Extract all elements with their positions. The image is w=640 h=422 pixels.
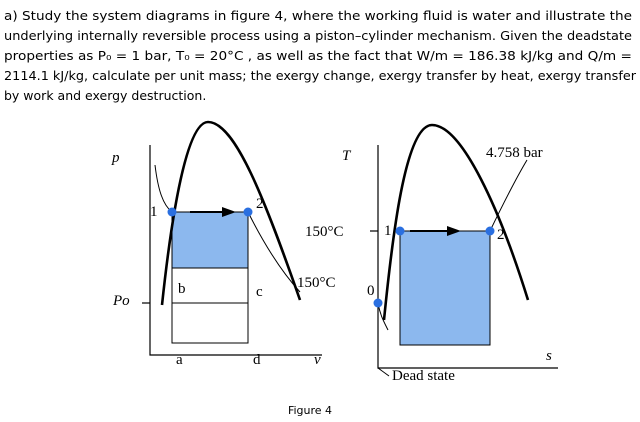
state-label: d xyxy=(253,352,261,368)
question-line: 2114.1 kJ/kg, calculate per unit mass; t… xyxy=(4,68,637,83)
state-point xyxy=(395,226,405,236)
heat-area xyxy=(399,230,491,346)
leader xyxy=(377,367,390,377)
state-point xyxy=(373,298,383,308)
dead-state-label: Dead state xyxy=(392,368,455,384)
arrow xyxy=(222,207,236,217)
question-line: properties as P₀ = 1 bar, T₀ = 20°C , as… xyxy=(4,48,632,63)
state-label: 2 xyxy=(256,196,264,212)
state-label: b xyxy=(178,281,186,297)
state-point xyxy=(167,207,177,217)
state-label: 0 xyxy=(367,283,375,299)
caption: Figure 4 xyxy=(288,404,332,417)
isotherm-label: 150°C xyxy=(297,275,336,291)
state-box xyxy=(171,267,249,344)
state-label: 2 xyxy=(497,227,505,243)
temp-label: 150°C xyxy=(305,224,344,240)
saturation-dome xyxy=(382,123,530,321)
question-line: by work and exergy destruction. xyxy=(4,88,206,103)
pv-diagram: p Po 1 2 b c a d v 150°C xyxy=(111,120,336,368)
state-label: a xyxy=(176,352,183,368)
axis-label: p xyxy=(111,150,120,166)
axis-label: s xyxy=(546,348,552,364)
question-line: underlying internally reversible process… xyxy=(4,28,632,43)
saturation-dome xyxy=(160,120,302,306)
state-point xyxy=(485,226,495,236)
question: a) Study the system diagrams in figure 4… xyxy=(4,8,637,103)
isobar xyxy=(489,159,528,232)
state-label: c xyxy=(256,284,263,300)
ts-diagram: T 4.758 bar 150°C 1 2 0 Dead state s xyxy=(305,123,558,384)
axis-label: T xyxy=(342,148,352,164)
p0-label: Po xyxy=(112,293,130,309)
arrow xyxy=(447,226,461,236)
axis-label: v xyxy=(314,352,321,368)
state-label: 1 xyxy=(150,204,158,220)
state-label: 1 xyxy=(384,223,392,239)
pressure-label: 4.758 bar xyxy=(486,145,543,161)
question-line: a) Study the system diagrams in figure 4… xyxy=(4,8,632,23)
state-point xyxy=(243,207,253,217)
axes xyxy=(149,145,322,356)
